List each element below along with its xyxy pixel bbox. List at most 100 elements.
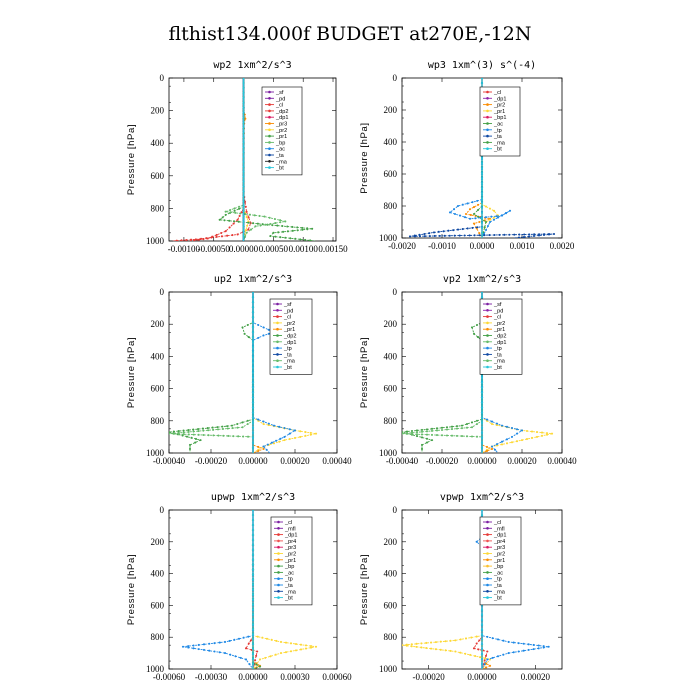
data-point — [480, 662, 484, 666]
data-point — [251, 538, 255, 541]
data-point — [218, 218, 221, 221]
data-point — [197, 428, 200, 431]
data-point — [279, 236, 282, 239]
data-point — [425, 433, 429, 436]
data-point — [513, 233, 516, 236]
data-point — [470, 426, 474, 429]
data-point — [502, 639, 505, 642]
data-point — [223, 640, 227, 644]
y-tick-label: 600 — [384, 600, 398, 610]
y-tick-label: 1000 — [146, 236, 165, 246]
data-point — [550, 432, 554, 435]
legend-entry: _cl — [283, 315, 291, 321]
legend-marker — [277, 558, 280, 562]
legend-entry: _tp — [493, 577, 502, 583]
legend-marker — [268, 122, 271, 125]
data-point — [475, 323, 479, 327]
data-point — [465, 435, 469, 438]
data-point — [532, 234, 536, 238]
data-point — [251, 426, 255, 429]
data-point — [251, 321, 255, 324]
data-point — [226, 234, 229, 237]
data-point — [293, 436, 297, 440]
data-point — [251, 513, 255, 517]
data-point — [405, 430, 409, 433]
x-tick-label: 0.00020 — [521, 672, 551, 682]
data-point — [433, 234, 436, 238]
legend-marker — [276, 327, 279, 331]
data-point — [530, 436, 534, 440]
legend-entry: _ac — [275, 147, 285, 153]
x-tick-label: -0.00050 — [198, 244, 231, 254]
data-point — [505, 442, 509, 445]
data-point — [454, 650, 457, 653]
data-point — [251, 588, 255, 591]
panel-title: vp2 1xm^2/s^3 — [443, 274, 521, 285]
data-point — [445, 426, 449, 429]
data-point — [254, 225, 257, 228]
data-point — [503, 233, 506, 236]
data-point — [425, 430, 429, 433]
panels: wp2 1xm^2/s^3 Pressure [hPa] 0 200 400 600 800… — [126, 60, 577, 682]
data-point — [270, 638, 273, 641]
data-point — [267, 424, 270, 427]
data-point — [515, 440, 519, 443]
data-point — [480, 81, 484, 85]
data-point — [415, 645, 418, 648]
data-point — [456, 204, 460, 208]
data-point — [466, 202, 469, 205]
legend-entry: _pr3 — [493, 545, 505, 551]
legend-entry: _ma — [283, 359, 296, 365]
data-point — [181, 434, 184, 437]
data-point — [490, 422, 494, 426]
data-point — [251, 662, 255, 666]
data-point — [306, 228, 309, 231]
legend-entry: _pr1 — [493, 558, 505, 564]
data-point — [437, 230, 440, 233]
data-point — [311, 227, 314, 230]
data-point — [460, 435, 464, 438]
data-point — [480, 381, 484, 384]
y-tick-label: 800 — [384, 416, 398, 426]
data-point — [206, 237, 209, 240]
legend-marker — [268, 109, 271, 113]
y-tick-label: 400 — [384, 137, 398, 147]
data-point — [182, 429, 185, 432]
data-point — [244, 117, 247, 120]
data-point — [470, 326, 474, 329]
data-point — [236, 218, 239, 221]
legend-marker — [486, 315, 489, 318]
y-tick-label: 400 — [384, 351, 398, 361]
data-point — [480, 658, 484, 661]
legend-marker — [277, 552, 280, 555]
data-point — [517, 236, 521, 238]
data-point — [268, 216, 271, 219]
data-point — [540, 431, 544, 434]
data-point — [252, 222, 255, 225]
legend-marker — [486, 346, 489, 350]
legend-marker — [486, 321, 489, 325]
data-point — [251, 623, 255, 626]
data-point — [540, 434, 544, 437]
data-point — [275, 439, 278, 442]
legend-entry: _bt — [275, 166, 284, 172]
data-point — [221, 427, 224, 431]
data-point — [251, 568, 255, 571]
data-point — [532, 643, 535, 647]
data-point — [480, 206, 484, 210]
legend-entry: _sf — [275, 90, 284, 96]
legend-entry: _bp — [275, 140, 285, 146]
data-point — [251, 648, 255, 651]
data-point — [224, 230, 227, 233]
data-point — [245, 231, 248, 234]
data-point — [251, 376, 255, 379]
data-point — [192, 647, 195, 650]
data-point — [443, 234, 446, 237]
data-point — [472, 332, 476, 335]
x-tick-label: 0.0020 — [550, 241, 575, 251]
data-point — [423, 232, 426, 236]
data-point — [402, 432, 404, 435]
data-point — [460, 424, 464, 427]
data-point — [242, 210, 245, 213]
x-tick-label: -0.00040 — [153, 456, 186, 466]
